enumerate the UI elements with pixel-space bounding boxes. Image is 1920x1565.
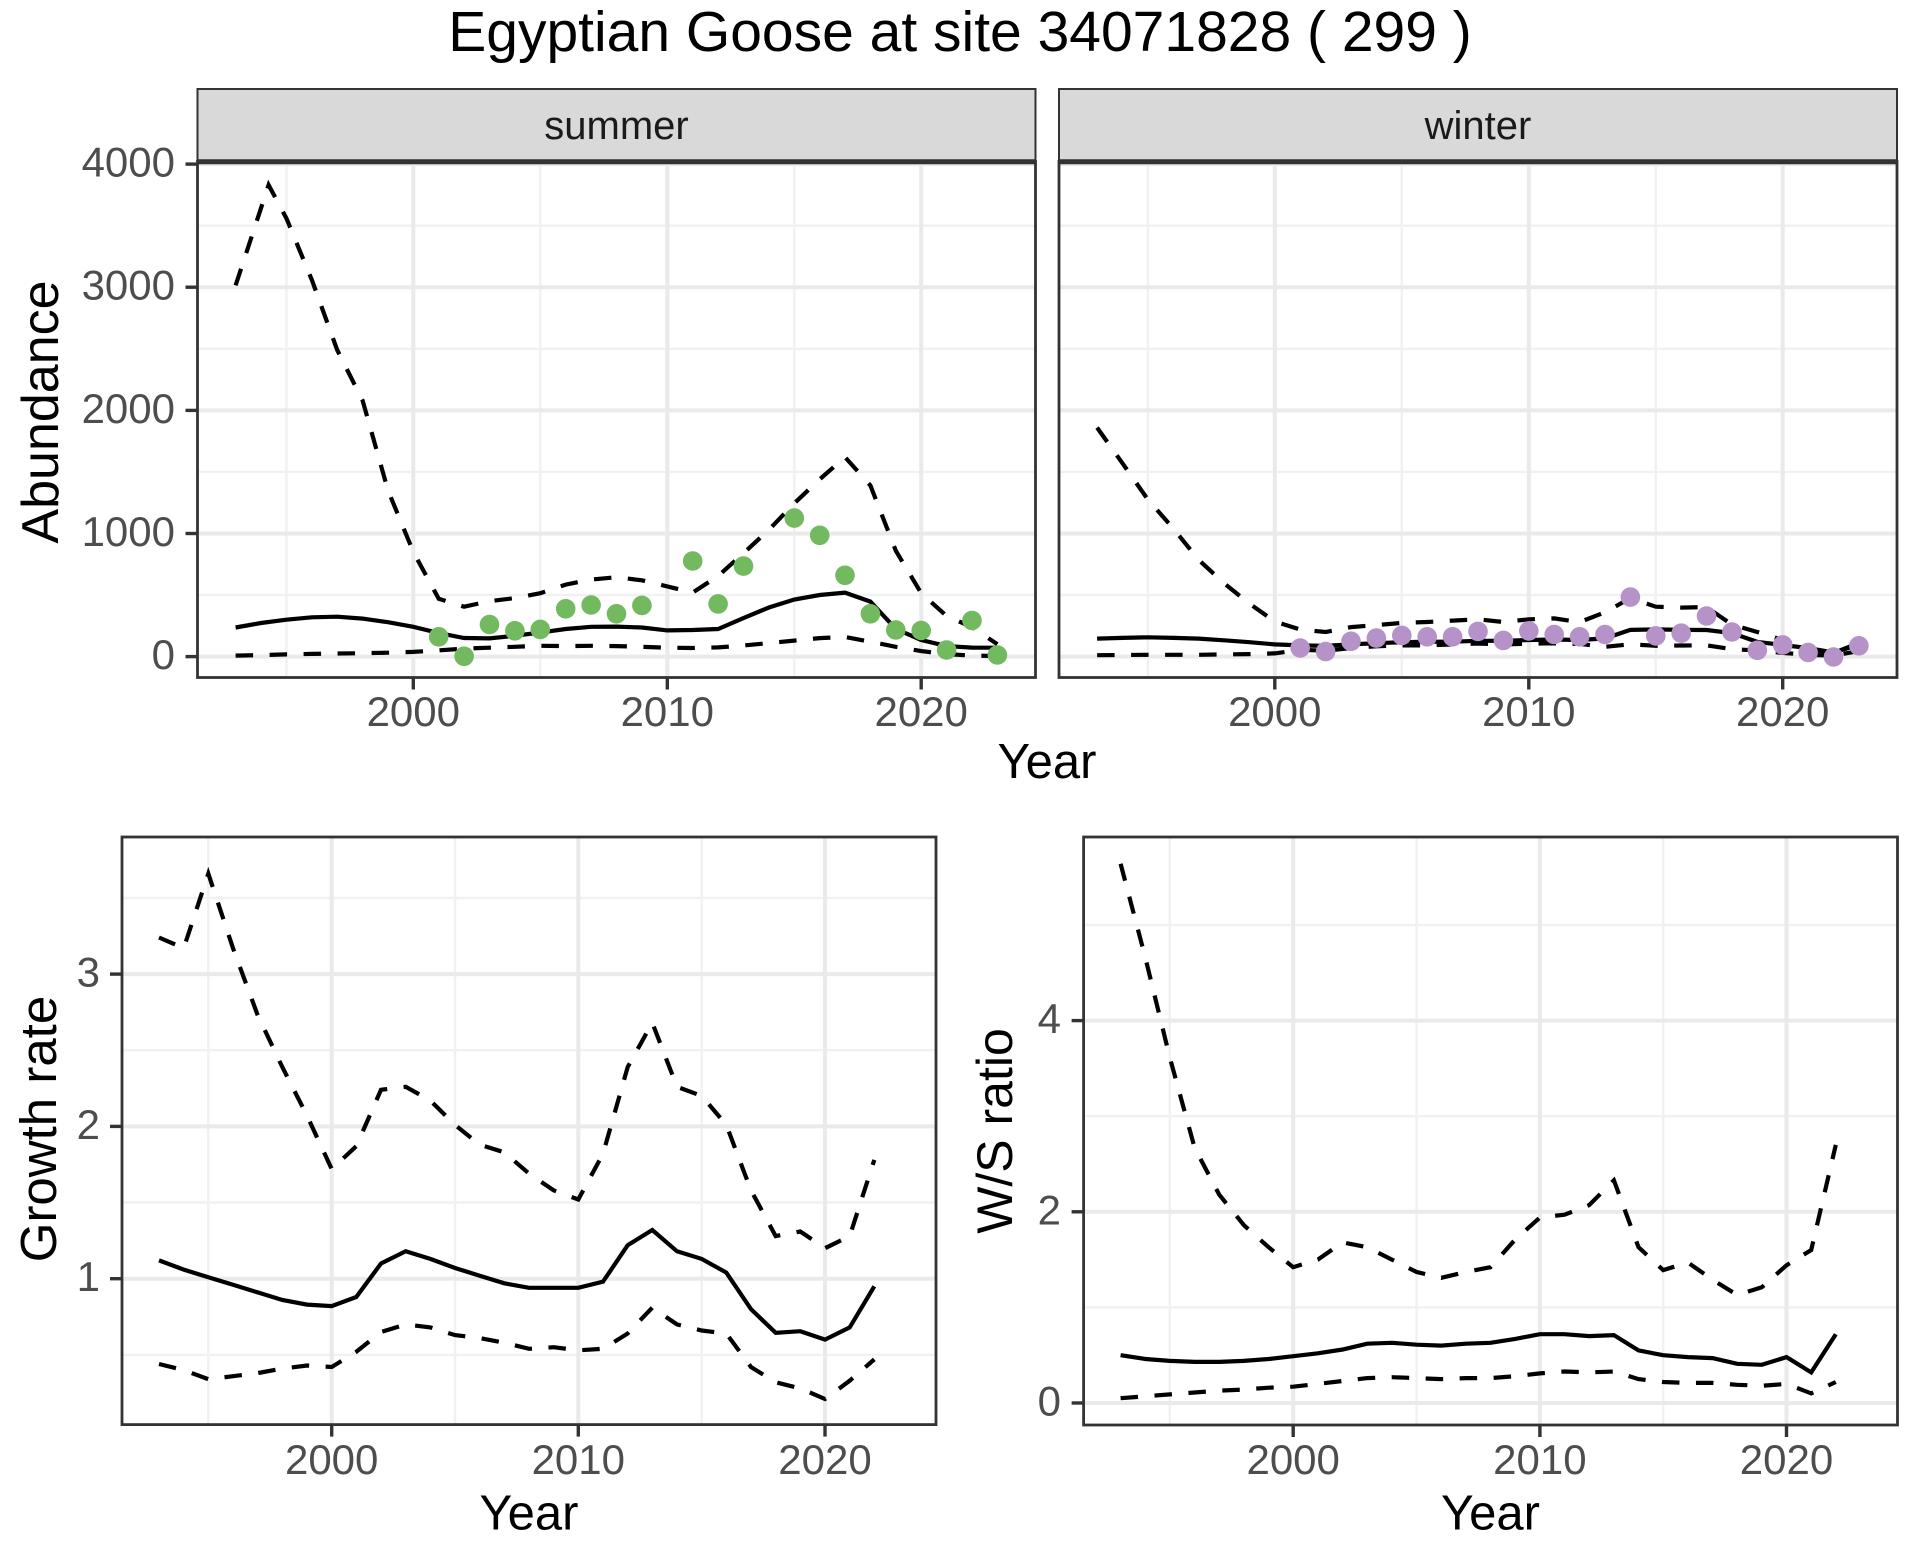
svg-text:4000: 4000 — [82, 139, 175, 186]
svg-text:2010: 2010 — [1482, 688, 1575, 735]
svg-text:0: 0 — [152, 631, 175, 678]
svg-text:2: 2 — [1038, 1186, 1061, 1233]
svg-text:2000: 2000 — [82, 385, 175, 432]
svg-text:0: 0 — [1038, 1378, 1061, 1425]
svg-text:Egyptian Goose at site 3407182: Egyptian Goose at site 34071828 ( 299 ) — [448, 0, 1472, 64]
svg-text:summer: summer — [544, 104, 688, 148]
svg-text:3000: 3000 — [82, 262, 175, 309]
svg-text:winter: winter — [1424, 104, 1532, 148]
svg-text:2020: 2020 — [778, 1436, 871, 1483]
svg-text:Year: Year — [997, 735, 1096, 789]
svg-text:2010: 2010 — [532, 1436, 625, 1483]
svg-text:2020: 2020 — [1736, 688, 1829, 735]
svg-text:2020: 2020 — [1740, 1436, 1833, 1483]
svg-text:2: 2 — [77, 1101, 100, 1148]
svg-text:2000: 2000 — [1228, 688, 1321, 735]
svg-text:4: 4 — [1038, 995, 1061, 1042]
svg-text:2000: 2000 — [285, 1436, 378, 1483]
svg-text:1000: 1000 — [82, 508, 175, 555]
svg-text:Year: Year — [1441, 1487, 1540, 1541]
svg-text:Year: Year — [479, 1487, 578, 1541]
svg-text:Abundance: Abundance — [12, 280, 70, 543]
svg-text:Growth rate: Growth rate — [10, 996, 67, 1262]
svg-text:3: 3 — [77, 949, 100, 996]
svg-text:2010: 2010 — [621, 688, 714, 735]
svg-text:2020: 2020 — [874, 688, 967, 735]
svg-text:W/S ratio: W/S ratio — [967, 1028, 1023, 1234]
svg-text:2010: 2010 — [1493, 1436, 1586, 1483]
svg-text:2000: 2000 — [367, 688, 460, 735]
svg-text:1: 1 — [77, 1253, 100, 1300]
svg-text:2000: 2000 — [1246, 1436, 1339, 1483]
